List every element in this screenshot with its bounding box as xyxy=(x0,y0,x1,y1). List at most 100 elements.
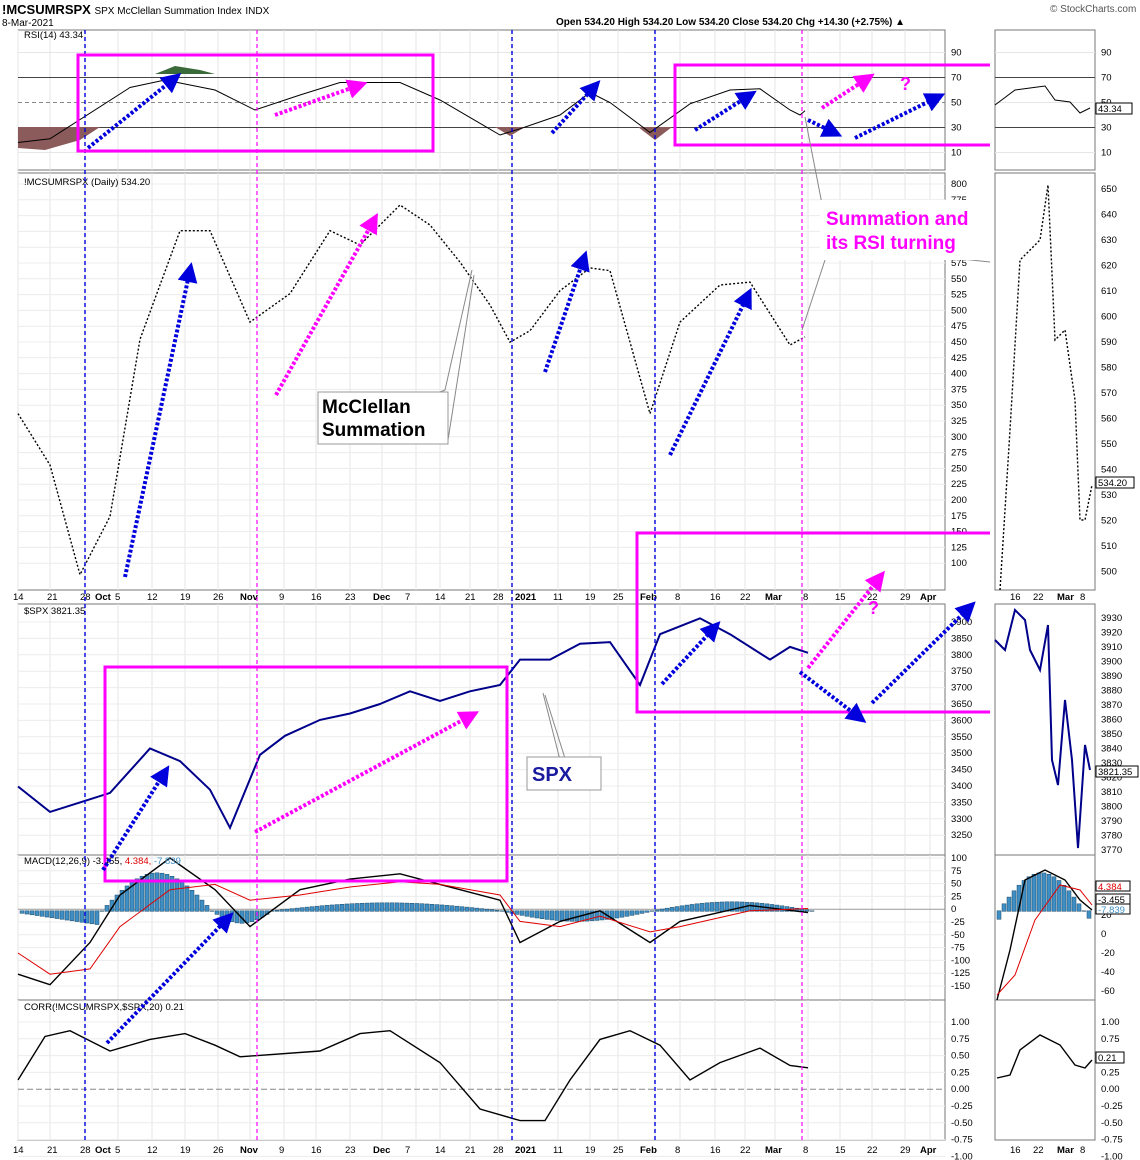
summation-side-tick-label: 540 xyxy=(1101,465,1117,476)
macd-histogram-bar xyxy=(629,910,635,916)
macd-tick-label: -125 xyxy=(951,968,970,979)
macd-histogram-bar xyxy=(569,910,575,922)
macd-histogram-bar xyxy=(374,902,380,912)
summation-side-tick-label: 650 xyxy=(1101,184,1117,195)
x-axis-label-bottom: 12 xyxy=(147,1145,158,1156)
macd-histogram-bar xyxy=(449,905,455,912)
macd-side-histogram-bar xyxy=(1061,884,1067,912)
macd-histogram-bar xyxy=(454,905,460,912)
x-axis-label: 25 xyxy=(613,592,624,603)
x-axis-label-bottom: 22 xyxy=(867,1145,878,1156)
macd-histogram-bar xyxy=(539,910,545,919)
macd-histogram-bar xyxy=(734,901,740,912)
macd-histogram-bar xyxy=(699,903,705,912)
corr-line xyxy=(17,1029,809,1122)
summation-side-tick-label: 590 xyxy=(1101,337,1117,348)
x-axis-label: 9 xyxy=(279,592,284,603)
corr-side-tick-label: 0.25 xyxy=(1101,1067,1120,1078)
macd-side-histogram-bar xyxy=(1036,872,1042,912)
macd-histogram-bar xyxy=(399,902,405,912)
chart-exchange: INDX xyxy=(245,6,270,17)
x-axis-label-bottom: 28 xyxy=(80,1145,91,1156)
macd-tick-label: 0 xyxy=(951,904,956,915)
macd-histogram-bar xyxy=(749,902,755,912)
macd-histogram-bar xyxy=(299,907,305,912)
x-axis-label-bottom: 16 xyxy=(710,1145,721,1156)
x-axis-label-bottom: 5 xyxy=(115,1145,120,1156)
macd-histogram-bar xyxy=(694,903,700,912)
macd-histogram-bar xyxy=(339,904,345,912)
macd-tick-label: 75 xyxy=(951,866,962,877)
x-axis-label-bottom: 26 xyxy=(213,1145,224,1156)
spx-tick-label: 3350 xyxy=(951,797,972,808)
summation-tick-label: 475 xyxy=(951,321,967,332)
summation-tick-label: 300 xyxy=(951,432,967,443)
corr-side-tick-label: -1.00 xyxy=(1101,1151,1123,1160)
summation-side-tick-label: 600 xyxy=(1101,312,1117,323)
corr-side-tick-label: -0.25 xyxy=(1101,1101,1123,1112)
summation-tick-label: 200 xyxy=(951,495,967,506)
macd-histogram-bar xyxy=(704,902,710,912)
summation-side-line xyxy=(999,184,1093,591)
spx-tick-label: 3700 xyxy=(951,683,972,694)
panel-frame-rsi xyxy=(17,29,946,171)
side-x-axis-label: Mar xyxy=(1057,592,1074,603)
x-axis-label: Oct xyxy=(95,592,112,603)
annotation-box xyxy=(635,531,990,714)
macd-histogram-bar xyxy=(149,872,155,912)
macd-tick-label: 100 xyxy=(951,853,967,864)
macd-value-badge xyxy=(1095,903,1131,915)
side-x-axis-label-bottom: Mar xyxy=(1057,1145,1074,1156)
macd-histogram-bar xyxy=(379,902,385,912)
macd-histogram-bar xyxy=(19,910,25,914)
macd-side-tick-label: -20 xyxy=(1101,948,1115,959)
summation-rsi-turning-annotation: Summation and xyxy=(826,209,969,230)
macd-histogram-bar xyxy=(229,910,235,922)
spx-side-tick-label: 3880 xyxy=(1101,686,1122,697)
spx-side-tick-label: 3910 xyxy=(1101,642,1122,653)
macd-histogram-bar xyxy=(89,910,95,925)
macd-histogram-bar xyxy=(234,910,240,924)
chart-date: 8-Mar-2021 xyxy=(2,18,54,29)
x-axis-label-bottom: 9 xyxy=(279,1145,284,1156)
macd-histogram-bar xyxy=(69,910,75,922)
summation-tick-label: 325 xyxy=(951,416,967,427)
macd-histogram-bar xyxy=(484,908,490,912)
corr-tick-label: 0.50 xyxy=(951,1051,970,1062)
blue-trend-arrow xyxy=(660,621,721,686)
summation-side-tick-label: 520 xyxy=(1101,516,1117,527)
spx-value-text: 3821.35 xyxy=(1098,767,1132,778)
corr-legend-label: CORR(!MCSUMRSPX,$SPX,20) 0.21 xyxy=(24,1002,184,1013)
x-axis-label: 29 xyxy=(900,592,911,603)
macd-histogram-bar xyxy=(389,902,395,912)
macd-histogram-bar xyxy=(274,910,280,912)
macd-histogram-bar xyxy=(684,904,690,912)
x-axis-label-bottom: 19 xyxy=(180,1145,191,1156)
macd-histogram-bar xyxy=(214,910,220,915)
spx-side-tick-label: 3800 xyxy=(1101,802,1122,813)
summation-side-tick-label: 530 xyxy=(1101,490,1117,501)
macd-histogram-bar xyxy=(429,904,435,912)
macd-histogram-bar xyxy=(489,909,495,912)
macd-histogram-bar xyxy=(284,908,290,912)
summation-tick-label: 550 xyxy=(951,274,967,285)
x-axis-label-bottom: 2021 xyxy=(515,1145,537,1156)
x-axis-label-bottom: 25 xyxy=(613,1145,624,1156)
macd-histogram-bar xyxy=(279,909,285,912)
macd-histogram-bar xyxy=(179,881,185,912)
side-x-axis-label: 22 xyxy=(1033,592,1044,603)
macd-histogram-bar xyxy=(194,894,200,912)
macd-histogram-bar xyxy=(524,910,530,917)
macd-histogram-bar xyxy=(439,904,445,912)
rsi-side-tick-label: 70 xyxy=(1101,73,1112,84)
rsi-side-line xyxy=(994,85,1091,114)
x-axis-label: 8 xyxy=(675,592,680,603)
rsi-tick-label: 30 xyxy=(951,123,962,134)
summation-tick-label: 800 xyxy=(951,179,967,190)
x-axis-label-bottom: 22 xyxy=(740,1145,751,1156)
summation-side-tick-label: 630 xyxy=(1101,235,1117,246)
macd-histogram-bar xyxy=(49,910,55,919)
x-axis-label: 14 xyxy=(435,592,446,603)
x-axis-label: 15 xyxy=(835,592,846,603)
summation-tick-label: 225 xyxy=(951,479,967,490)
